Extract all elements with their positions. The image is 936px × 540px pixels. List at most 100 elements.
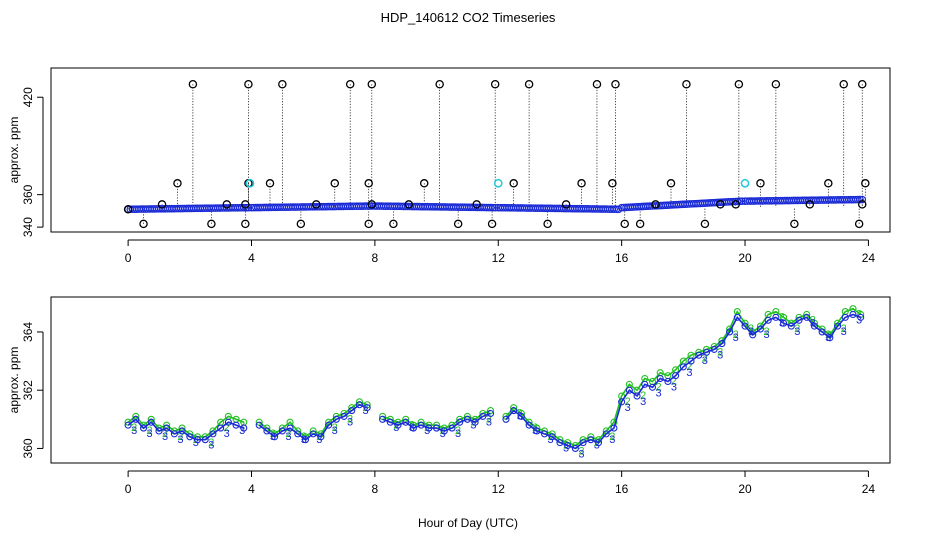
outlier-point	[824, 179, 833, 188]
top-y-axis-label: approx. ppm	[7, 117, 21, 184]
bottom-point	[587, 436, 595, 444]
figure-title: HDP_140612 CO2 Timeseries	[381, 10, 556, 25]
bottom-point	[548, 433, 556, 441]
bottom-point	[479, 412, 487, 420]
top-y-tick-label: 360	[21, 184, 35, 204]
top-y-axis: 340 360 420	[21, 87, 44, 237]
bottom-point	[355, 401, 364, 409]
x-axis-label: Hour of Day (UTC)	[418, 516, 518, 530]
top-y-tick-label: 420	[21, 87, 35, 107]
outlier-point	[139, 219, 148, 229]
outlier-point	[389, 219, 398, 229]
outlier-point	[700, 219, 710, 229]
bottom-point	[278, 427, 286, 435]
bottom-point	[540, 430, 549, 438]
bottom-point	[170, 430, 178, 438]
bottom-point-marker: 3	[717, 349, 723, 361]
bottom-point	[163, 424, 171, 432]
outlier-point	[543, 219, 552, 229]
outlier-point	[509, 179, 518, 188]
bottom-point	[810, 322, 818, 330]
bottom-point	[695, 351, 703, 359]
bottom-point	[139, 424, 148, 432]
outlier-point	[790, 219, 799, 229]
bottom-x-tick-label: 20	[738, 482, 752, 496]
bottom-point	[417, 421, 425, 429]
bottom-point	[610, 424, 618, 432]
bottom-point	[186, 433, 194, 441]
bottom-x-tick-label: 8	[372, 482, 379, 496]
bottom-point	[386, 418, 394, 426]
highlight-point	[493, 178, 503, 188]
baseline-point	[363, 202, 372, 210]
bottom-point	[849, 310, 857, 319]
bottom-point	[726, 328, 734, 336]
bottom-point	[317, 433, 325, 441]
outlier-point	[364, 179, 373, 188]
bottom-point-marker: 3	[655, 387, 661, 399]
bottom-point	[448, 424, 456, 432]
outlier-point	[666, 179, 676, 188]
bottom-point-marker: 3	[224, 428, 230, 440]
outlier-point	[854, 219, 864, 229]
top-panel: approx. ppm 0 4 8 12 16 20 24 340 360 420	[7, 67, 891, 265]
outlier-point	[404, 200, 414, 209]
bottom-point	[255, 421, 263, 429]
bottom-point	[309, 430, 317, 438]
outlier-point	[244, 79, 253, 89]
outlier-point	[731, 200, 741, 209]
bottom-point-marker: 2	[717, 347, 723, 359]
bottom-point-marker: 2	[655, 381, 661, 393]
outlier-point	[364, 219, 373, 229]
outlier-point	[296, 219, 306, 229]
bottom-point	[564, 441, 572, 450]
highlight-point	[740, 178, 750, 188]
bottom-point-marker: 3	[162, 431, 168, 443]
outlier-point	[716, 200, 725, 209]
bottom-point-marker: 3	[640, 396, 646, 408]
outlier-point	[453, 219, 463, 229]
bottom-point	[379, 415, 387, 423]
bottom-point-marker: 3	[625, 402, 631, 414]
bottom-point	[857, 313, 865, 321]
bottom-point	[687, 357, 695, 365]
bottom-point	[834, 322, 842, 330]
top-outlier-drop-lines	[127, 84, 866, 224]
top-outlier-points	[123, 79, 870, 229]
bottom-point-marker: 3	[455, 428, 461, 440]
bottom-point	[463, 415, 471, 423]
bottom-x-tick-label: 12	[492, 482, 506, 496]
bottom-point	[795, 316, 803, 324]
bottom-point	[340, 412, 348, 420]
highlight-point	[245, 178, 255, 188]
bottom-point	[749, 331, 757, 339]
top-highlight-points	[245, 178, 750, 188]
bottom-point-marker: 3	[177, 434, 183, 446]
bottom-point-marker: 2	[841, 323, 847, 335]
bottom-point	[625, 386, 633, 394]
bottom-point-marker: 2	[347, 413, 353, 425]
outlier-point	[635, 219, 645, 229]
bottom-point	[193, 436, 202, 444]
outlier-point	[419, 179, 429, 188]
baseline-point	[487, 203, 495, 212]
bottom-point-marker: 2	[455, 425, 461, 437]
bottom-point	[602, 430, 610, 438]
bottom-point-marker: 3	[578, 448, 584, 460]
bottom-point	[826, 334, 834, 342]
bottom-point	[672, 372, 680, 380]
bottom-series-line	[127, 313, 861, 450]
outlier-point	[265, 179, 275, 188]
bottom-point	[294, 430, 302, 438]
outlier-point	[857, 200, 867, 209]
bottom-point	[533, 427, 541, 435]
outlier-point	[312, 200, 321, 209]
bottom-point-marker: 2	[763, 326, 769, 338]
outlier-point	[490, 79, 500, 89]
outlier-point	[173, 179, 182, 188]
bottom-x-tick-label: 4	[248, 482, 255, 496]
outlier-point	[592, 79, 602, 89]
bottom-point-marker: 3	[532, 425, 538, 437]
baseline-point	[854, 195, 862, 204]
